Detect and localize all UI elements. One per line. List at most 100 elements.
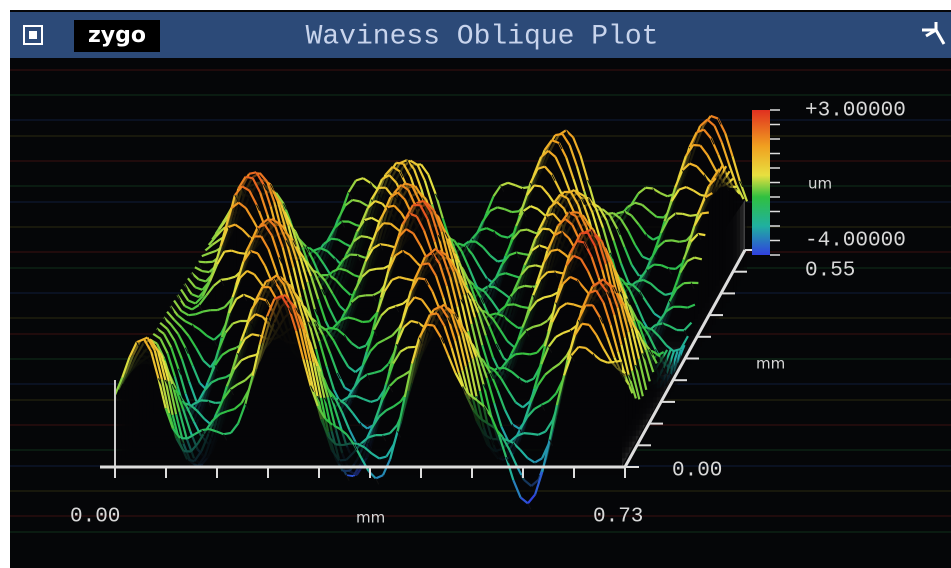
surface-segment [630, 264, 640, 277]
surface-segment [399, 346, 409, 353]
corner-icon[interactable] [922, 22, 946, 45]
surface-segment [539, 271, 549, 281]
surface-hatch [437, 235, 442, 242]
surface-segment [606, 336, 616, 358]
surface-segment [421, 262, 429, 266]
surface-hatch [201, 429, 206, 437]
surface-segment [478, 357, 489, 379]
surface-segment [201, 269, 210, 274]
surface-segment [160, 355, 170, 382]
surface-segment [289, 285, 300, 301]
surface-hatch [554, 271, 559, 278]
surface-segment [476, 399, 486, 408]
surface-segment [679, 260, 689, 274]
surface-segment [201, 427, 210, 432]
surface-hatch [440, 337, 445, 344]
surface-segment [555, 331, 564, 338]
surface-hatch [191, 324, 196, 332]
surface-segment [412, 232, 422, 247]
surface-segment [229, 346, 237, 352]
surface-segment [426, 218, 436, 243]
surface-hatch [395, 305, 400, 313]
surface-segment [384, 334, 393, 341]
surface-segment [568, 240, 579, 255]
surface-segment [393, 204, 403, 215]
surface-segment [631, 283, 641, 293]
surface-segment [627, 331, 637, 366]
surface-segment [182, 408, 192, 432]
surface-segment [445, 285, 455, 315]
surface-segment [507, 181, 516, 187]
surface-segment [403, 363, 414, 398]
surface-hatch [237, 352, 241, 360]
surface-segment [361, 269, 371, 278]
surface-segment [312, 362, 323, 399]
surface-segment [511, 210, 520, 214]
surface-segment [180, 288, 190, 302]
surface-segment [243, 293, 252, 299]
surface-segment [356, 442, 366, 449]
surface-segment [543, 165, 553, 176]
surface-segment [258, 297, 267, 302]
surface-segment [506, 340, 516, 349]
surface-segment [367, 231, 378, 251]
menu-icon[interactable] [23, 25, 43, 45]
surface-segment [295, 330, 305, 360]
surface-segment [358, 294, 366, 298]
surface-segment [684, 144, 695, 157]
surface-segment [543, 294, 552, 299]
surface-segment [381, 385, 391, 401]
surface-segment [574, 215, 585, 233]
surface-hatch [418, 337, 423, 344]
surface-segment [187, 277, 197, 288]
surface-segment [641, 203, 651, 212]
surface-segment [324, 280, 334, 295]
surface-segment [280, 295, 290, 309]
surface-hatch [568, 212, 573, 219]
surface-segment [281, 246, 291, 276]
surface-hatch [345, 474, 350, 482]
surface-segment [173, 340, 183, 360]
surface-segment [492, 185, 502, 197]
surface-segment [490, 274, 500, 284]
surface-segment [447, 354, 457, 374]
surface-segment [500, 377, 510, 392]
surface-segment [635, 278, 644, 283]
surface-segment [656, 215, 664, 219]
surface-segment [612, 240, 623, 264]
y-axis-unit: mm [756, 355, 785, 373]
surface-segment [537, 208, 546, 217]
surface-segment [427, 262, 437, 277]
surface-segment [483, 290, 493, 302]
surface-segment [232, 319, 241, 325]
surface-segment [423, 180, 434, 205]
surface-segment [367, 200, 376, 209]
surface-segment [529, 168, 539, 184]
surface-segment [426, 202, 436, 212]
surface-hatch [628, 374, 633, 381]
surface-hatch [527, 503, 532, 510]
surface-segment [645, 233, 654, 241]
surface-segment [203, 381, 213, 392]
surface-segment [565, 255, 575, 267]
surface-segment [519, 416, 529, 431]
surface-hatch [227, 226, 232, 234]
surface-segment [309, 360, 319, 397]
surface-segment [172, 427, 182, 439]
surface-hatch [549, 439, 554, 446]
surface-segment [271, 218, 280, 225]
surface-segment [634, 364, 644, 397]
surface-segment [150, 351, 160, 379]
surface-segment [323, 378, 333, 398]
surface-segment [189, 403, 198, 412]
surface-segment [436, 215, 447, 234]
surface-segment [441, 256, 452, 278]
surface-segment [599, 358, 608, 364]
surface-segment [562, 276, 571, 285]
surface-segment [409, 159, 419, 166]
surface-segment [522, 352, 530, 356]
surface-segment [244, 372, 254, 382]
surface-segment [236, 338, 246, 354]
surface-segment [459, 299, 470, 332]
surface-segment [460, 250, 470, 269]
